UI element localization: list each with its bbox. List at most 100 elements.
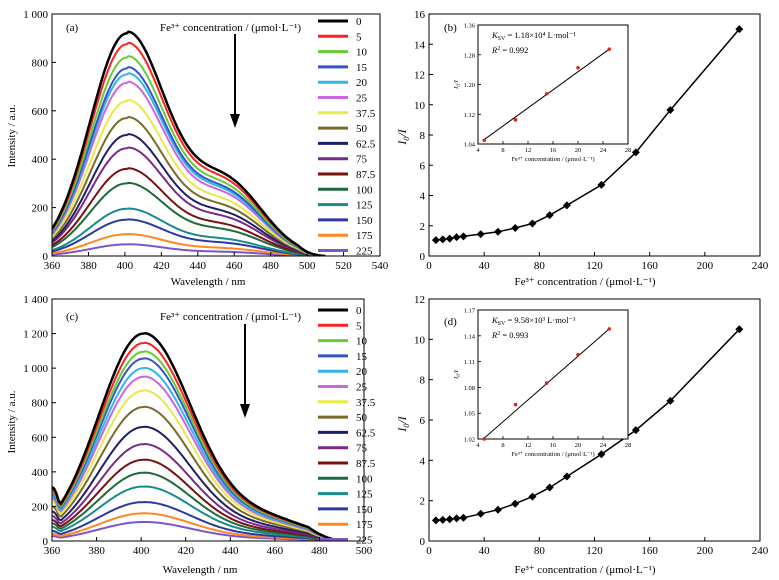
series-line-125 bbox=[52, 207, 326, 256]
y-tick-label: 12 bbox=[414, 70, 425, 82]
x-tick-label: 360 bbox=[44, 260, 61, 272]
inset-r2: R2 = 0.992 bbox=[491, 45, 528, 55]
sv-point bbox=[666, 396, 675, 405]
y-tick-label: 1 400 bbox=[23, 294, 48, 306]
legend-label: 0 bbox=[356, 305, 362, 317]
sv-point bbox=[631, 148, 640, 157]
panel-c-curves bbox=[52, 331, 342, 541]
panel-d-xlabel: Fe³⁺ concentration / (μmol·L⁻¹) bbox=[514, 564, 655, 576]
inset-ksv: KSV = 1.18×10⁴ L·mol⁻¹ bbox=[491, 30, 576, 42]
inset-x-tick-label: 16 bbox=[550, 147, 557, 154]
x-tick-label: 400 bbox=[117, 260, 134, 272]
legend-label: 10 bbox=[356, 336, 368, 348]
inset-xlabel: Fe³⁺ concentration / (μmol·L⁻¹) bbox=[511, 451, 594, 458]
sv-point bbox=[666, 106, 675, 115]
legend-label: 87.5 bbox=[356, 169, 376, 181]
sv-point bbox=[511, 499, 520, 508]
legend-label: 62.5 bbox=[356, 427, 376, 439]
sv-point bbox=[562, 201, 571, 210]
inset-y-tick-label: 1.17 bbox=[464, 308, 476, 315]
x-tick-label: 500 bbox=[299, 260, 316, 272]
x-tick-label: 80 bbox=[534, 545, 546, 557]
inset-x-tick-label: 20 bbox=[575, 147, 582, 154]
legend-label: 87.5 bbox=[356, 458, 376, 470]
x-tick-label: 420 bbox=[153, 260, 170, 272]
sv-point bbox=[493, 505, 502, 514]
series-line-0 bbox=[52, 30, 326, 256]
plot-frame bbox=[51, 298, 365, 542]
sv-point bbox=[511, 224, 520, 233]
y-tick-label: 800 bbox=[32, 398, 49, 410]
sv-point bbox=[528, 492, 537, 501]
y-tick-label: 2 bbox=[420, 221, 426, 233]
series-line-87.5 bbox=[52, 458, 342, 541]
panel-b-ylabel: I0/I bbox=[395, 128, 411, 145]
y-tick-label: 600 bbox=[32, 106, 49, 118]
legend-label: 175 bbox=[356, 230, 373, 242]
legend-label: 15 bbox=[356, 62, 368, 74]
legend-label: 37.5 bbox=[356, 108, 376, 120]
y-tick-label: 200 bbox=[32, 203, 49, 215]
series-line-62.5 bbox=[52, 425, 342, 541]
inset-ksv: KSV = 9.58×10³ L·mol⁻¹ bbox=[491, 315, 576, 327]
panel-a-legend: 0 5 10 15 20 25 37.5 50 62.5 75 87.5 100 125 150 175 22… bbox=[318, 16, 376, 258]
inset-x-tick-label: 28 bbox=[625, 442, 632, 449]
inset-x-tick-label: 24 bbox=[600, 147, 607, 154]
x-tick-label: 440 bbox=[190, 260, 207, 272]
legend-label: 62.5 bbox=[356, 138, 376, 150]
series-line-87.5 bbox=[52, 167, 326, 256]
panel-c-arrow bbox=[240, 324, 250, 418]
sv-point bbox=[493, 227, 502, 236]
series-line-37.5 bbox=[52, 99, 326, 256]
x-tick-label: 360 bbox=[44, 545, 61, 557]
legend-label: 125 bbox=[356, 200, 373, 212]
inset-point bbox=[607, 327, 612, 331]
y-tick-label: 16 bbox=[414, 9, 426, 21]
legend-label: 50 bbox=[356, 123, 368, 135]
inset-xlabel: Fe³⁺ concentration / (μmol·L⁻¹) bbox=[511, 156, 594, 163]
x-tick-label: 480 bbox=[262, 260, 279, 272]
legend-label: 5 bbox=[356, 320, 362, 332]
inset-y-tick-label: 1.20 bbox=[464, 82, 475, 89]
plot-frame bbox=[51, 13, 381, 257]
panel-a-arrow bbox=[230, 34, 240, 128]
y-tick-label: 600 bbox=[32, 432, 49, 444]
sv-point bbox=[545, 211, 554, 220]
inset-x-tick-label: 12 bbox=[525, 442, 532, 449]
panel-c-legend: 051015202537.55062.57587.510012515017522… bbox=[318, 305, 376, 547]
inset-point bbox=[544, 381, 549, 385]
x-tick-label: 520 bbox=[335, 260, 352, 272]
sv-point bbox=[438, 235, 447, 244]
x-tick-label: 380 bbox=[80, 260, 97, 272]
legend-label: 37.5 bbox=[356, 397, 376, 409]
legend-label: 20 bbox=[356, 366, 368, 378]
series-line-75 bbox=[52, 443, 342, 541]
panel-a: 0 5 10 15 20 25 37.5 50 62.5 75 87.5 100 125 150 175 22… bbox=[6, 9, 389, 288]
series-line-100 bbox=[52, 471, 342, 541]
x-tick-label: 240 bbox=[752, 545, 769, 557]
legend-label: 20 bbox=[356, 77, 368, 89]
inset-point bbox=[576, 65, 580, 70]
series-line-175 bbox=[52, 233, 326, 256]
series-line-37.5 bbox=[52, 389, 342, 541]
inset-y-tick-label: 1.08 bbox=[464, 385, 475, 392]
x-tick-label: 200 bbox=[697, 260, 714, 272]
y-tick-label: 1 000 bbox=[23, 363, 48, 375]
panel-c-xlabel: Wavelength / nm bbox=[163, 564, 238, 576]
inset-point bbox=[544, 91, 549, 96]
x-tick-label: 40 bbox=[479, 545, 491, 557]
series-line-50 bbox=[52, 405, 342, 541]
sv-point bbox=[431, 516, 440, 525]
series-line-225 bbox=[52, 243, 326, 256]
x-tick-label: 200 bbox=[697, 545, 714, 557]
y-tick-label: 10 bbox=[414, 334, 426, 346]
x-tick-label: 160 bbox=[641, 545, 658, 557]
legend-label: 25 bbox=[356, 382, 368, 394]
series-line-150 bbox=[52, 218, 326, 256]
panel-c: 051015202537.55062.57587.510012515017522… bbox=[6, 294, 376, 576]
sv-point bbox=[735, 325, 744, 334]
